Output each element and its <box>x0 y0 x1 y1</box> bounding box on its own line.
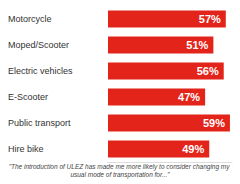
svg-text:usual mode of transportation f: usual mode of transportation for..." <box>70 171 170 179</box>
svg-text:Motorcycle: Motorcycle <box>8 14 52 24</box>
svg-text:59%: 59% <box>203 117 225 129</box>
svg-text:Hire bike: Hire bike <box>8 144 44 154</box>
svg-text:Moped/Scooter: Moped/Scooter <box>8 40 69 50</box>
svg-text:Electric vehicles: Electric vehicles <box>8 66 73 76</box>
svg-text:Public transport: Public transport <box>8 118 71 128</box>
svg-text:"The introduction of ULEZ has: "The introduction of ULEZ has made me mo… <box>9 163 232 171</box>
svg-text:57%: 57% <box>199 13 221 25</box>
svg-text:51%: 51% <box>186 39 208 51</box>
svg-text:49%: 49% <box>182 143 204 155</box>
svg-text:47%: 47% <box>178 91 200 103</box>
svg-text:E-Scooter: E-Scooter <box>8 92 48 102</box>
svg-text:56%: 56% <box>197 65 219 77</box>
